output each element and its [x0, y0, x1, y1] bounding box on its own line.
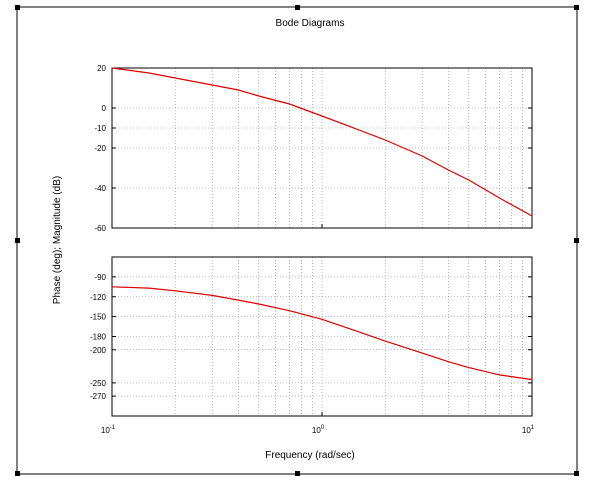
- x-tick-label: 100: [312, 425, 325, 435]
- y-tick-label: -200: [90, 346, 107, 355]
- x-tick-labels: 10-1 100 101: [101, 425, 535, 435]
- resize-handle-bottom-left[interactable]: [15, 471, 20, 476]
- axes-box: [111, 67, 533, 229]
- resize-handle-top-right[interactable]: [574, 5, 579, 10]
- y-tick-label: -40: [94, 184, 106, 193]
- y-tick-label: -120: [90, 293, 107, 302]
- y-tick-label: -180: [90, 333, 107, 342]
- x-tick-label: 10-1: [101, 425, 116, 435]
- magnitude-response-line: [111, 67, 533, 217]
- y-tick-label: -250: [90, 379, 107, 388]
- y-tick-label: 20: [97, 64, 106, 73]
- x-axis-label: Frequency (rad/sec): [265, 450, 354, 461]
- figure-frame: [16, 6, 578, 475]
- resize-handle-bottom-mid[interactable]: [295, 471, 300, 476]
- y-axis-label: Phase (deg); Magnitude (dB): [52, 176, 63, 304]
- resize-handle-bottom-right[interactable]: [574, 471, 579, 476]
- resize-handles[interactable]: [15, 5, 579, 476]
- x-tick-label: 101: [522, 425, 535, 435]
- phase-response-line: [111, 286, 533, 381]
- y-tick-label: -20: [94, 144, 106, 153]
- resize-handle-mid-right[interactable]: [574, 238, 579, 243]
- y-tick-label: -90: [94, 273, 106, 282]
- phase-panel: -90 -120 -150 -180 -200 -250 -270: [90, 256, 533, 417]
- chart-title: Bode Diagrams: [276, 18, 345, 29]
- resize-handle-mid-left[interactable]: [15, 238, 20, 243]
- magnitude-panel: 20 0 -10 -20 -40 -60: [94, 64, 533, 233]
- axes-box: [111, 256, 533, 417]
- resize-handle-top-left[interactable]: [15, 5, 20, 10]
- y-tick-label: -150: [90, 313, 107, 322]
- y-tick-label: 0: [102, 104, 107, 113]
- y-tick-label: -270: [90, 392, 107, 401]
- resize-handle-top-mid[interactable]: [295, 5, 300, 10]
- y-tick-label: -60: [94, 224, 106, 233]
- y-tick-label: -10: [94, 124, 106, 133]
